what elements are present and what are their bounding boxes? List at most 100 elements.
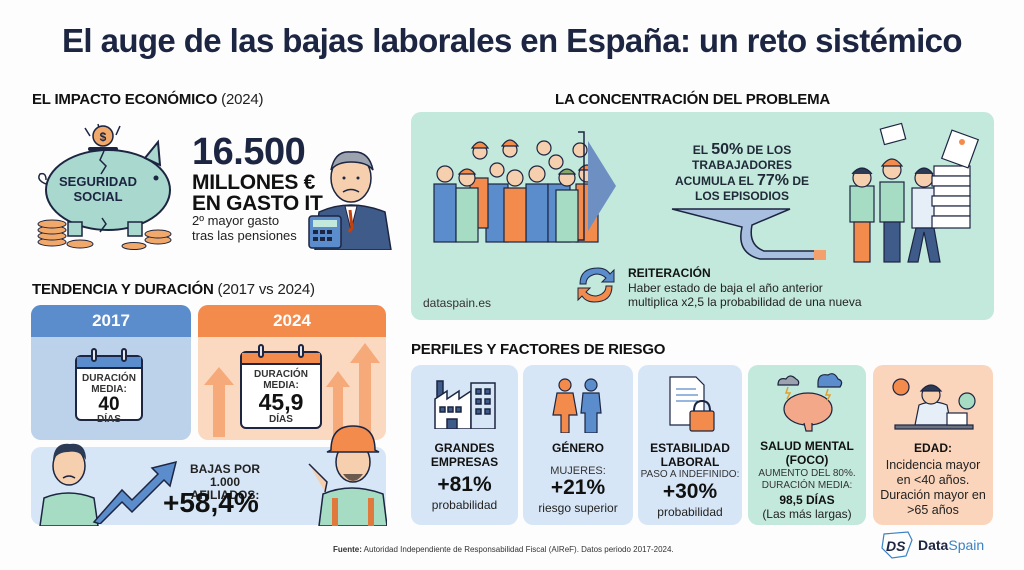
it-spending-note: 2º mayor gasto tras las pensiones	[192, 213, 297, 243]
workers-crowd-icon	[433, 139, 599, 243]
duration-label-2: MEDIA:	[263, 380, 299, 391]
brand-name: DataSpain	[918, 537, 984, 553]
svg-text:SOCIAL: SOCIAL	[73, 189, 122, 204]
gender-icon	[552, 378, 602, 433]
svg-text:DS: DS	[886, 538, 906, 554]
economic-heading: EL IMPACTO ECONÓMICO (2024)	[32, 91, 264, 108]
age-line-1: Incidencia mayor	[885, 458, 981, 472]
it-spending-amount: 16.500	[192, 131, 306, 173]
risk-card-age-text: Incidencia mayor en <40 años. Duración m…	[873, 458, 993, 518]
unit-line-2: EN GASTO IT	[192, 192, 323, 215]
source-text: Autoridad Independiente de Responsabilid…	[361, 545, 674, 554]
risk-card-note: probabilidad	[431, 498, 498, 512]
risk-card-note: (Las más largas)	[762, 507, 852, 521]
source-note: Fuente: Autoridad Independiente de Respo…	[333, 545, 674, 554]
risk-card-value: 98,5 DÍAS	[779, 493, 835, 507]
brand-name-2: Spain	[948, 537, 985, 553]
risk-card-title: SALUD MENTAL (FOCO)	[748, 439, 866, 467]
risk-card-title: GÉNERO	[551, 441, 604, 455]
source-label: Fuente:	[333, 545, 362, 554]
funnel-icon	[671, 208, 826, 260]
risk-card-sub: MUJERES:	[550, 465, 606, 477]
economic-heading-text: EL IMPACTO ECONÓMICO	[32, 91, 218, 108]
card-2017-year: 2017	[31, 305, 191, 337]
factory-icon	[434, 380, 496, 429]
stmt-pct-workers: 50%	[711, 141, 744, 158]
note-line-2: tras las pensiones	[192, 228, 297, 243]
economic-heading-year: (2024)	[221, 91, 264, 108]
risk-card-job-stability: ESTABILIDAD LABORAL PASO A INDEFINIDO: +…	[638, 365, 742, 525]
calendar-icon-2017: DURACIÓN MEDIA: 40 DÍAS	[75, 348, 143, 425]
title-line-2: EMPRESAS	[430, 455, 499, 469]
sub-line-2: DURACIÓN MEDIA:	[761, 480, 853, 491]
svg-text:SEGURIDAD: SEGURIDAD	[59, 174, 137, 189]
risk-card-age: EDAD: Incidencia mayor en <40 años. Dura…	[873, 365, 993, 525]
title-line-2: LABORAL	[660, 455, 720, 469]
up-arrow-icon	[326, 371, 350, 437]
stmt-part: DE LOS EPISODIOS	[694, 174, 810, 203]
brand-name-1: Data	[918, 537, 949, 553]
stressed-office-worker-icon	[892, 378, 976, 430]
absence-rate-value: +58,4%	[163, 487, 259, 518]
risk-card-value: +81%	[437, 473, 492, 496]
duration-value-2024: 45,9	[258, 389, 304, 415]
risk-card-note: probabilidad	[657, 505, 723, 519]
stressed-workers-icon	[849, 122, 980, 263]
rate-label-2: 1.000 AFILIADOS:	[190, 475, 260, 502]
duration-unit: DÍAS	[269, 414, 293, 425]
duration-label: DURACIÓN MEDIA:	[77, 373, 141, 395]
page-title: El auge de las bajas laborales en España…	[62, 22, 963, 59]
title-line-2: (FOCO)	[785, 453, 829, 467]
risk-card-title: EDAD:	[914, 441, 952, 455]
duration-label-1: DURACIÓN	[254, 369, 308, 380]
duration-unit: DÍAS	[97, 414, 121, 425]
piggy-bank-icon: $ SEGURIDAD SOCIAL	[37, 123, 172, 250]
reiteration-text: Haber estado de baja el año anterior mul…	[628, 281, 862, 309]
stmt-part: EL	[692, 143, 712, 157]
risk-card-sub: PASO A INDEFINIDO:	[640, 469, 740, 480]
duration-value-2017: 40	[98, 394, 120, 415]
age-line-4: >65 años	[907, 503, 959, 517]
dataspain-logo-icon: DS	[881, 531, 913, 559]
reiteration-heading: REITERACIÓN	[628, 266, 711, 280]
bracket-arrow-icon	[578, 131, 616, 241]
reiteration-line-2: multiplica x2,5 la probabilidad de una n…	[628, 295, 862, 309]
trend-up-arrow-icon	[92, 460, 178, 524]
risk-card-value: +21%	[550, 476, 606, 499]
svg-text:$: $	[100, 130, 107, 144]
worried-man-calculator-icon	[308, 151, 392, 250]
age-line-2: en <40 años.	[896, 473, 970, 487]
duration-label: DURACIÓN MEDIA:	[242, 369, 320, 391]
sub-line-1: AUMENTO DEL 80%.	[758, 468, 856, 479]
title-line-1: ESTABILIDAD	[650, 441, 730, 455]
stmt-part: DE LOS TRABAJADORES ACUMULA EL	[674, 143, 792, 188]
trend-heading-text: TENDENCIA Y DURACIÓN	[32, 281, 214, 298]
risk-card-title: ESTABILIDAD LABORAL	[638, 441, 742, 469]
reiteration-line-1: Haber estado de baja el año anterior	[628, 281, 823, 295]
duration-label-2: MEDIA:	[91, 384, 127, 395]
trend-heading: TENDENCIA Y DURACIÓN (2017 vs 2024)	[32, 281, 315, 298]
card-2024-year: 2024	[198, 305, 386, 337]
concentration-statement: EL 50% DE LOS TRABAJADORES ACUMULA EL 77…	[672, 142, 812, 204]
stmt-pct-episodes: 77%	[756, 172, 789, 189]
title-line-1: SALUD MENTAL	[760, 439, 854, 453]
rate-label-1: BAJAS POR	[189, 462, 260, 476]
sad-worker-icon	[39, 443, 99, 526]
calendar-icon-2024: DURACIÓN MEDIA: 45,9 DÍAS	[240, 344, 322, 429]
risk-card-title: GRANDES EMPRESAS	[411, 441, 518, 469]
repeat-cycle-icon	[577, 267, 615, 303]
up-arrow-icon	[350, 343, 380, 437]
note-line-1: 2º mayor gasto	[192, 213, 280, 228]
risk-heading: PERFILES Y FACTORES DE RIESGO	[411, 341, 666, 358]
concentration-heading: LA CONCENTRACIÓN DEL PROBLEMA	[555, 91, 831, 108]
risk-card-value: +30%	[662, 480, 718, 503]
brain-storm-icon	[777, 373, 843, 432]
trend-heading-years: (2017 vs 2024)	[217, 281, 315, 298]
unit-line-1: MILLONES €	[192, 171, 316, 194]
risk-card-note: riesgo superior	[538, 501, 618, 515]
card-2024: 2024 DURACIÓN MEDIA: 45,9 DÍAS	[198, 305, 386, 440]
risk-card-sub: AUMENTO DEL 80%. DURACIÓN MEDIA:	[748, 468, 866, 492]
title-line-1: GRANDES	[434, 441, 495, 455]
contract-lock-icon	[669, 376, 715, 432]
risk-card-mental-health: SALUD MENTAL (FOCO) AUMENTO DEL 80%. DUR…	[748, 365, 866, 525]
